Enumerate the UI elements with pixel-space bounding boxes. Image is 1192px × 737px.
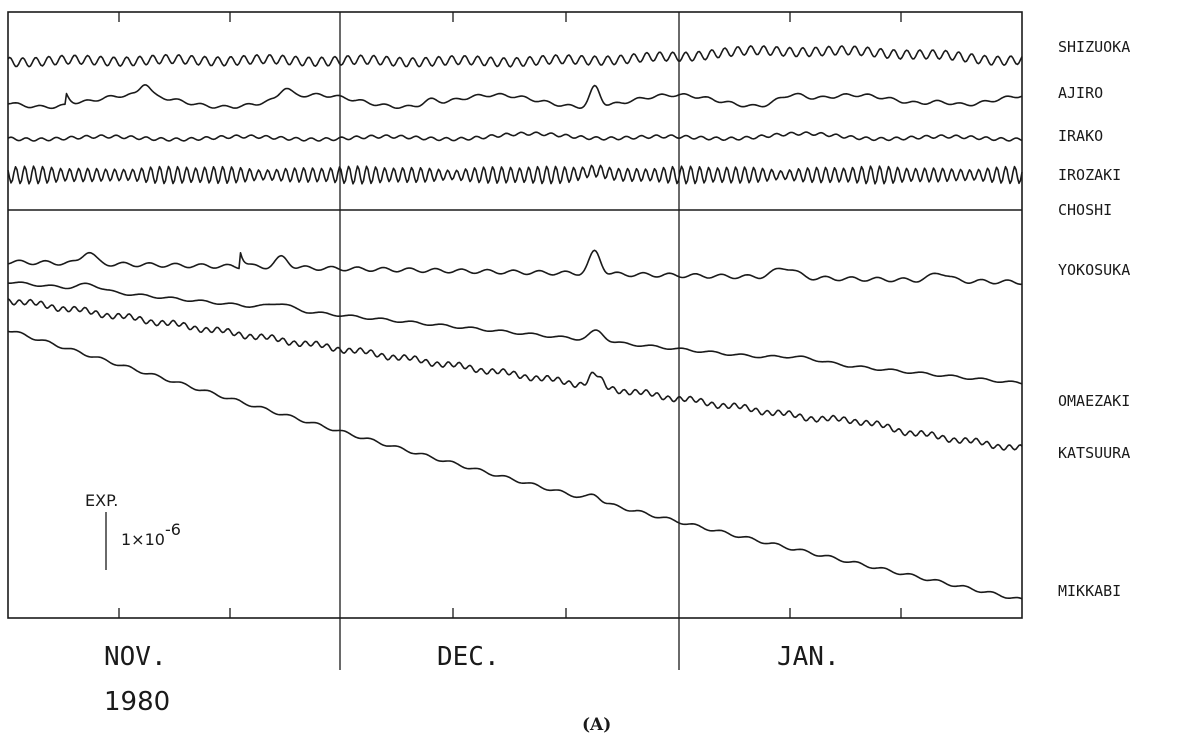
scale-label-exp: EXP. [85, 491, 118, 510]
station-label-mikkabi: MIKKABI [1058, 582, 1121, 600]
scale-label-exponent: -6 [165, 520, 181, 539]
station-label-ajiro: AJIRO [1058, 84, 1103, 102]
month-label-nov: NOV. [104, 642, 167, 672]
series-line-irozaki [7, 164, 1023, 185]
station-label-shizuoka: SHIZUOKA [1058, 38, 1130, 56]
series-line-shizuoka [7, 45, 1023, 68]
series-line-mikkabi [7, 330, 1023, 600]
panel-label: (A) [582, 715, 611, 735]
station-label-choshi: CHOSHI [1058, 201, 1112, 219]
scale-label-value: 1×10 [121, 530, 165, 549]
plot-frame [7, 11, 1023, 619]
series-line-katsuura [7, 298, 1023, 451]
series-line-yokosuka [7, 249, 1023, 286]
station-label-omaezaki: OMAEZAKI [1058, 392, 1130, 410]
series-line-irako [7, 131, 1023, 142]
station-label-yokosuka: YOKOSUKA [1058, 261, 1130, 279]
month-label-jan: JAN. [777, 642, 840, 672]
station-label-irako: IRAKO [1058, 127, 1103, 145]
series-line-ajiro [7, 84, 1023, 110]
year-label: 1980 [104, 687, 170, 717]
station-label-irozaki: IROZAKI [1058, 166, 1121, 184]
month-label-dec: DEC. [437, 642, 500, 672]
series-line-omaezaki [8, 281, 1023, 385]
tick-marks [118, 12, 902, 618]
station-label-katsuura: KATSUURA [1058, 444, 1130, 462]
